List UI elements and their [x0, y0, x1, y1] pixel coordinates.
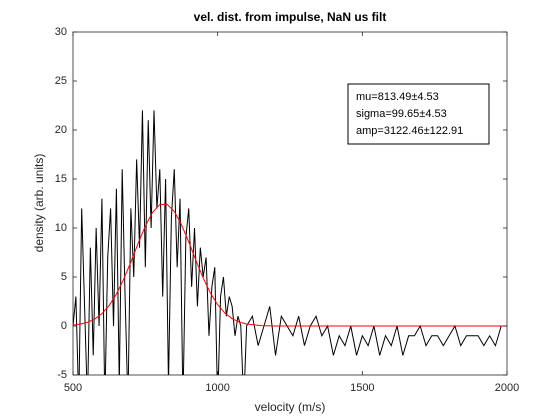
- x-tick-label: 1500: [350, 382, 374, 394]
- x-tick-label: 2000: [495, 382, 519, 394]
- data-line: [73, 203, 507, 327]
- y-tick-label: 20: [55, 124, 67, 136]
- annotation-text: amp=3122.46±122.91: [356, 125, 463, 137]
- y-tick-label: 15: [55, 173, 67, 185]
- y-tick-label: -5: [57, 369, 67, 381]
- annotation-box: [347, 83, 490, 145]
- annotation-text: mu=813.49±4.53: [356, 91, 439, 103]
- chart-title: vel. dist. from impulse, NaN us filt: [194, 10, 387, 24]
- y-axis-label: density (arb. units): [32, 154, 46, 253]
- y-tick-label: 10: [55, 222, 67, 234]
- x-tick-label: 1000: [205, 382, 229, 394]
- y-tick-label: 5: [61, 271, 67, 283]
- x-axis-label: velocity (m/s): [255, 400, 326, 414]
- y-tick-label: 0: [61, 320, 67, 332]
- x-tick-label: 500: [64, 382, 82, 394]
- data-line: [73, 110, 507, 375]
- y-tick-label: 25: [55, 75, 67, 87]
- lines: [73, 110, 507, 375]
- annotation-text: sigma=99.65±4.53: [356, 108, 447, 120]
- y-tick-label: 30: [55, 26, 67, 38]
